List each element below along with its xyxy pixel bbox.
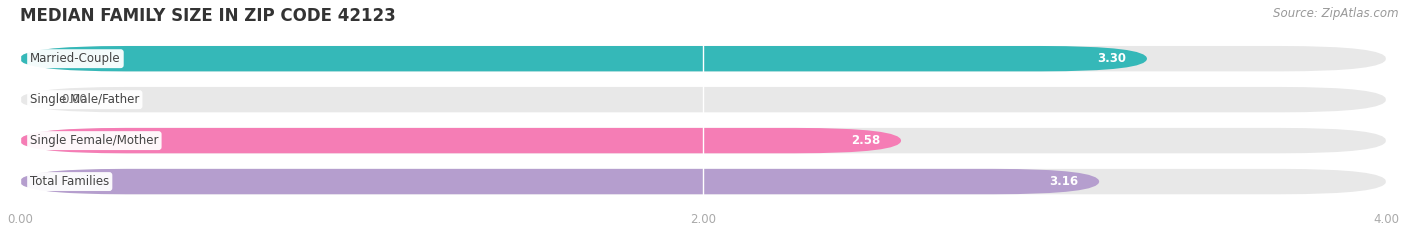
Text: Married-Couple: Married-Couple — [30, 52, 121, 65]
FancyBboxPatch shape — [20, 87, 1386, 112]
Text: Single Female/Mother: Single Female/Mother — [30, 134, 159, 147]
Text: Source: ZipAtlas.com: Source: ZipAtlas.com — [1274, 7, 1399, 20]
FancyBboxPatch shape — [20, 128, 1386, 153]
Text: MEDIAN FAMILY SIZE IN ZIP CODE 42123: MEDIAN FAMILY SIZE IN ZIP CODE 42123 — [20, 7, 395, 25]
FancyBboxPatch shape — [20, 46, 1147, 71]
Text: 3.16: 3.16 — [1049, 175, 1078, 188]
Text: 0.00: 0.00 — [60, 93, 87, 106]
Text: Single Male/Father: Single Male/Father — [30, 93, 139, 106]
FancyBboxPatch shape — [20, 169, 1099, 194]
Text: Total Families: Total Families — [30, 175, 110, 188]
Text: 3.30: 3.30 — [1098, 52, 1126, 65]
FancyBboxPatch shape — [20, 169, 1386, 194]
Text: 2.58: 2.58 — [851, 134, 880, 147]
FancyBboxPatch shape — [20, 46, 1386, 71]
FancyBboxPatch shape — [20, 128, 901, 153]
